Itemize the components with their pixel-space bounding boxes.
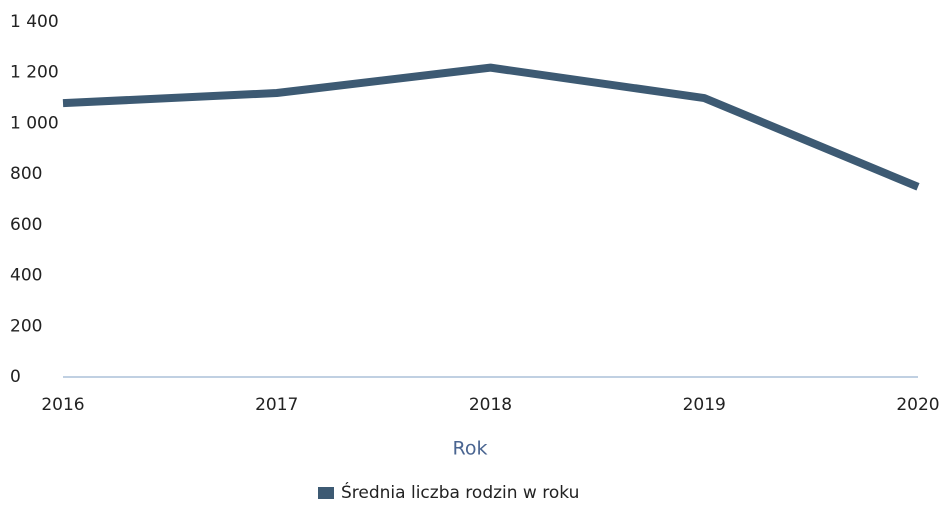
x-tick-label: 2019 bbox=[683, 395, 726, 415]
y-tick-label: 600 bbox=[10, 215, 42, 235]
x-tick-label: 2017 bbox=[255, 395, 298, 415]
y-tick-label: 1 400 bbox=[10, 12, 59, 32]
y-tick-label: 1 200 bbox=[10, 63, 59, 83]
x-tick-label: 2020 bbox=[896, 395, 939, 415]
legend-swatch bbox=[318, 487, 334, 499]
y-tick-label: 800 bbox=[10, 164, 42, 184]
x-axis-label: Rok bbox=[453, 438, 488, 460]
y-tick-label: 1 000 bbox=[10, 113, 59, 133]
y-tick-label: 400 bbox=[10, 266, 42, 286]
line-series bbox=[62, 63, 920, 191]
legend-label: Średnia liczba rodzin w roku bbox=[341, 481, 579, 503]
x-tick-label: 2018 bbox=[469, 395, 512, 415]
x-tick-label: 2016 bbox=[41, 395, 84, 415]
y-tick-label: 0 bbox=[10, 367, 21, 387]
y-tick-label: 200 bbox=[10, 316, 42, 336]
